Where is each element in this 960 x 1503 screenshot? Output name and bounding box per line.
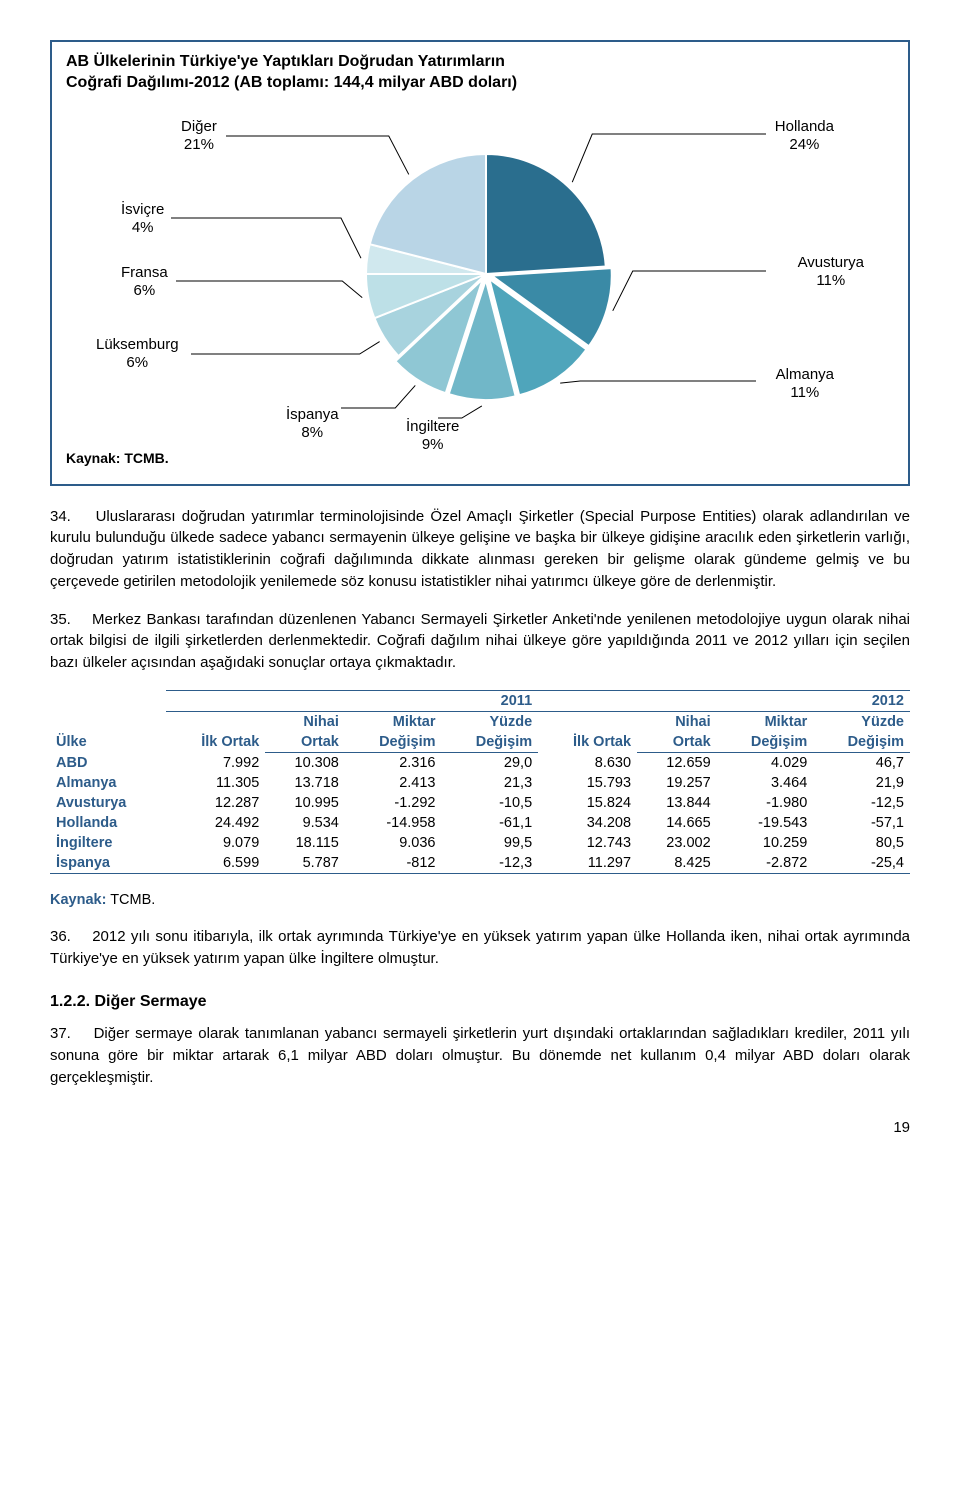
label-diger: Diğer21% (181, 118, 217, 156)
chart-title-line1: AB Ülkelerinin Türkiye'ye Yaptıkları Doğ… (66, 53, 505, 70)
table-row: Hollanda24.4929.534-14.958-61,134.20814.… (50, 813, 910, 833)
col-ilk-b: İlk Ortak (538, 711, 637, 752)
para-text: Diğer sermaye olarak tanımlanan yabancı … (50, 1025, 910, 1086)
col-nihai-1: Nihai (265, 711, 345, 732)
chart-source: Kaynak: TCMB. (66, 450, 169, 466)
chart-area: Hollanda24% Avusturya11% Almanya11% İngi… (66, 106, 894, 466)
page-number: 19 (50, 1119, 910, 1136)
table-source: Kaynak: TCMB. (50, 892, 910, 908)
paragraph-35: 35. Merkez Bankası tarafından düzenlenen… (50, 609, 910, 674)
chart-title-line2: Coğrafi Dağılımı-2012 (AB toplamı: 144,4… (66, 74, 517, 91)
col-ulke: Ülke (50, 711, 166, 752)
col-nihai-2: Nihai (637, 711, 717, 732)
col-miktar-2: Miktar (717, 711, 814, 732)
year-2012: 2012 (538, 690, 910, 711)
pie-chart-box: AB Ülkelerinin Türkiye'ye Yaptıkları Doğ… (50, 40, 910, 486)
data-table: 2011 2012 Ülke İlk Ortak Nihai Miktar Yü… (50, 690, 910, 874)
para-num: 36. (50, 928, 71, 945)
table-row: İspanya6.5995.787-812-12,311.2978.425-2.… (50, 853, 910, 874)
paragraph-37: 37. Diğer sermaye olarak tanımlanan yaba… (50, 1023, 910, 1088)
table-row: İngiltere9.07918.1159.03699,512.74323.00… (50, 833, 910, 853)
col-ilk: İlk Ortak (166, 711, 265, 752)
table-row: Avusturya12.28710.995-1.292-10,515.82413… (50, 793, 910, 813)
pie-chart (346, 134, 626, 414)
chart-title: AB Ülkelerinin Türkiye'ye Yaptıkları Doğ… (66, 52, 894, 94)
col-miktar-1: Miktar (345, 711, 442, 732)
label-ispanya: İspanya8% (286, 406, 339, 444)
label-isvicre: İsviçre4% (121, 201, 164, 239)
year-2011: 2011 (166, 690, 538, 711)
para-text: Merkez Bankası tarafından düzenlenen Yab… (50, 611, 910, 672)
para-num: 37. (50, 1025, 71, 1042)
section-heading-122: 1.2.2. Diğer Sermaye (50, 993, 910, 1011)
label-hollanda: Hollanda24% (775, 118, 834, 156)
paragraph-34: 34. Uluslararası doğrudan yatırımlar ter… (50, 506, 910, 593)
label-fransa: Fransa6% (121, 264, 168, 302)
table-row: ABD7.99210.3082.31629,08.63012.6594.0294… (50, 752, 910, 773)
paragraph-36: 36. 2012 yılı sonu itibarıyla, ilk ortak… (50, 926, 910, 970)
col-yuzde-2: Yüzde (813, 711, 910, 732)
para-num: 35. (50, 611, 71, 628)
table-row: Almanya11.30513.7182.41321,315.79319.257… (50, 773, 910, 793)
col-yuzde-1: Yüzde (442, 711, 539, 732)
label-almanya: Almanya11% (776, 366, 834, 404)
label-luksemburg: Lüksemburg6% (96, 336, 179, 374)
para-num: 34. (50, 508, 71, 525)
label-ingiltere: İngiltere9% (406, 418, 459, 456)
para-text: Uluslararası doğrudan yatırımlar termino… (50, 508, 910, 590)
label-avusturya: Avusturya11% (798, 254, 864, 292)
para-text: 2012 yılı sonu itibarıyla, ilk ortak ayr… (50, 928, 910, 967)
